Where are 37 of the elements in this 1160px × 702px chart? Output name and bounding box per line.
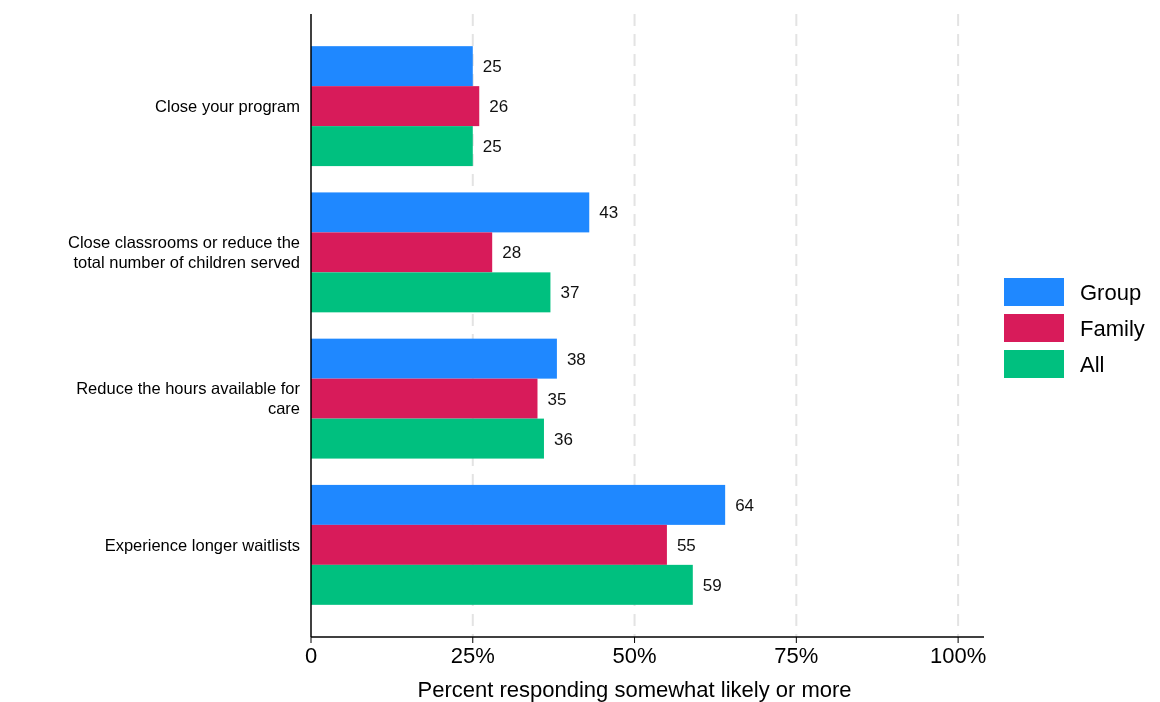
- legend-label: Group: [1080, 279, 1142, 305]
- bar: [311, 86, 480, 127]
- legend-label: All: [1080, 351, 1105, 377]
- x-axis-title: Percent responding somewhat likely or more: [417, 677, 852, 702]
- bar: [311, 378, 538, 419]
- data-label: 59: [702, 575, 722, 595]
- bar: [311, 272, 551, 313]
- data-label: 25: [482, 137, 502, 157]
- bar: [311, 46, 473, 87]
- bar: [311, 564, 693, 605]
- x-tick-label: 50%: [612, 643, 657, 668]
- y-tick-label: Close your program: [155, 96, 300, 115]
- data-label: 43: [599, 203, 619, 223]
- x-tick-label: 0: [304, 643, 318, 668]
- bar: [311, 418, 544, 459]
- bar: [311, 126, 473, 167]
- legend-label: Family: [1080, 315, 1145, 341]
- data-label: 26: [489, 97, 509, 117]
- data-label: 37: [560, 283, 580, 303]
- bar: [311, 232, 493, 273]
- bar: [311, 338, 557, 379]
- data-label: 36: [553, 429, 573, 449]
- y-tick-label: Reduce the hours available for care: [76, 379, 301, 418]
- data-label: 35: [547, 389, 567, 409]
- bar: [311, 192, 590, 233]
- x-tick-label: 25%: [450, 643, 495, 668]
- data-label: 64: [735, 495, 755, 515]
- y-tick-label: Experience longer waitlists: [104, 535, 300, 554]
- data-label: 25: [482, 57, 502, 77]
- y-tick-label: Close classrooms or reduce the total number of children served: [67, 233, 300, 272]
- data-label: 55: [676, 535, 696, 555]
- data-label: 28: [502, 243, 522, 263]
- x-tick-label: 75%: [774, 643, 819, 668]
- x-tick-label: 100%: [929, 643, 987, 668]
- bar: [311, 484, 726, 525]
- bar: [311, 524, 667, 565]
- data-label: 38: [566, 349, 586, 369]
